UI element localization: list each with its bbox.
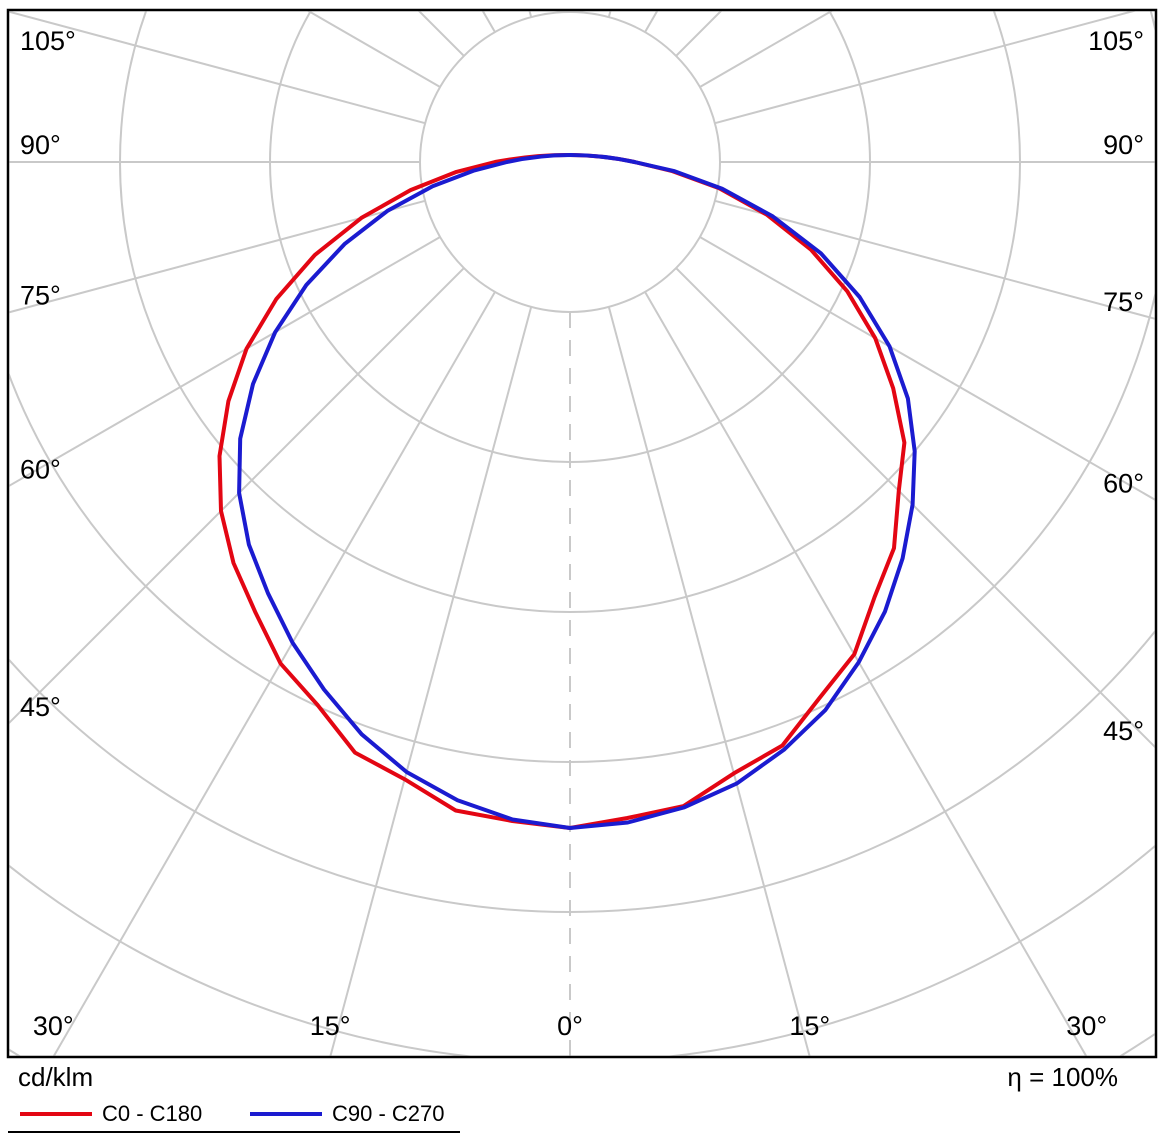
legend-label-c0-c180: C0 - C180 <box>102 1101 203 1126</box>
curve-c0-c180 <box>217 153 907 830</box>
angle-label: 45° <box>1103 716 1144 746</box>
legend-swatch-c90-c270 <box>250 1112 322 1116</box>
grid-radial-line <box>714 199 1155 320</box>
legend-swatch-c0-c180 <box>20 1112 92 1116</box>
grid-radial-line <box>528 11 533 18</box>
angle-label: 60° <box>20 454 61 484</box>
angle-labels: 105° 90° 75° 60° 45° 30° 15° 0° 15° 30° 45° 60° 75° 9… <box>20 26 1144 1041</box>
grid-radial-line <box>607 306 811 1056</box>
legend-label-c90-c270: C90 - C270 <box>332 1101 445 1126</box>
grid-radial-line <box>714 11 1136 125</box>
angle-label: 75° <box>20 281 61 311</box>
angle-label: 90° <box>20 130 61 160</box>
angle-label: 45° <box>20 692 61 722</box>
grid-circle <box>9 11 1155 763</box>
grid-circle <box>419 11 721 313</box>
angle-label: 15° <box>310 1011 351 1041</box>
angle-label: 90° <box>1103 130 1144 160</box>
polar-grid <box>9 11 1155 1056</box>
grid-radial-line <box>329 306 533 1056</box>
grid-radial-line <box>675 267 1155 748</box>
grid-circle <box>9 844 1155 1056</box>
legend-item-c90-c270: C90 - C270 <box>250 1101 445 1127</box>
grid-radial-line <box>9 11 426 125</box>
angle-label: 15° <box>789 1011 830 1041</box>
angle-label: 105° <box>20 26 76 56</box>
angle-label: 60° <box>1103 468 1144 498</box>
grid-radial-line <box>9 236 441 487</box>
angle-label: 30° <box>33 1011 74 1041</box>
unit-label: cd/klm <box>18 1062 94 1092</box>
grid-radial-line <box>644 291 1088 1056</box>
grid-radial-line <box>644 11 659 33</box>
polar-intensity-diagram: 105° 90° 75° 60° 45° 30° 15° 0° 15° 30° 45° 60° 75° 9… <box>6 8 1158 1059</box>
efficiency-label: η = 100% <box>1007 1062 1118 1092</box>
angle-label: 30° <box>1066 1011 1107 1041</box>
grid-radial-line <box>9 267 465 724</box>
angle-label: 0° <box>557 1011 583 1041</box>
grid-circle <box>9 1032 1155 1056</box>
grid-radial-line <box>607 11 612 18</box>
legend-underline <box>8 1131 460 1133</box>
angle-label: 75° <box>1103 287 1144 317</box>
grid-radial-line <box>9 199 426 314</box>
intensity-curves <box>217 153 917 830</box>
grid-radial-line <box>699 236 1155 501</box>
curve-c90-c270 <box>237 153 917 830</box>
angle-label: 105° <box>1088 26 1144 56</box>
grid-radial-line <box>52 291 496 1056</box>
grid-circle <box>9 630 1155 913</box>
diagram-frame <box>6 8 1158 1059</box>
legend-item-c0-c180: C0 - C180 <box>20 1101 202 1127</box>
